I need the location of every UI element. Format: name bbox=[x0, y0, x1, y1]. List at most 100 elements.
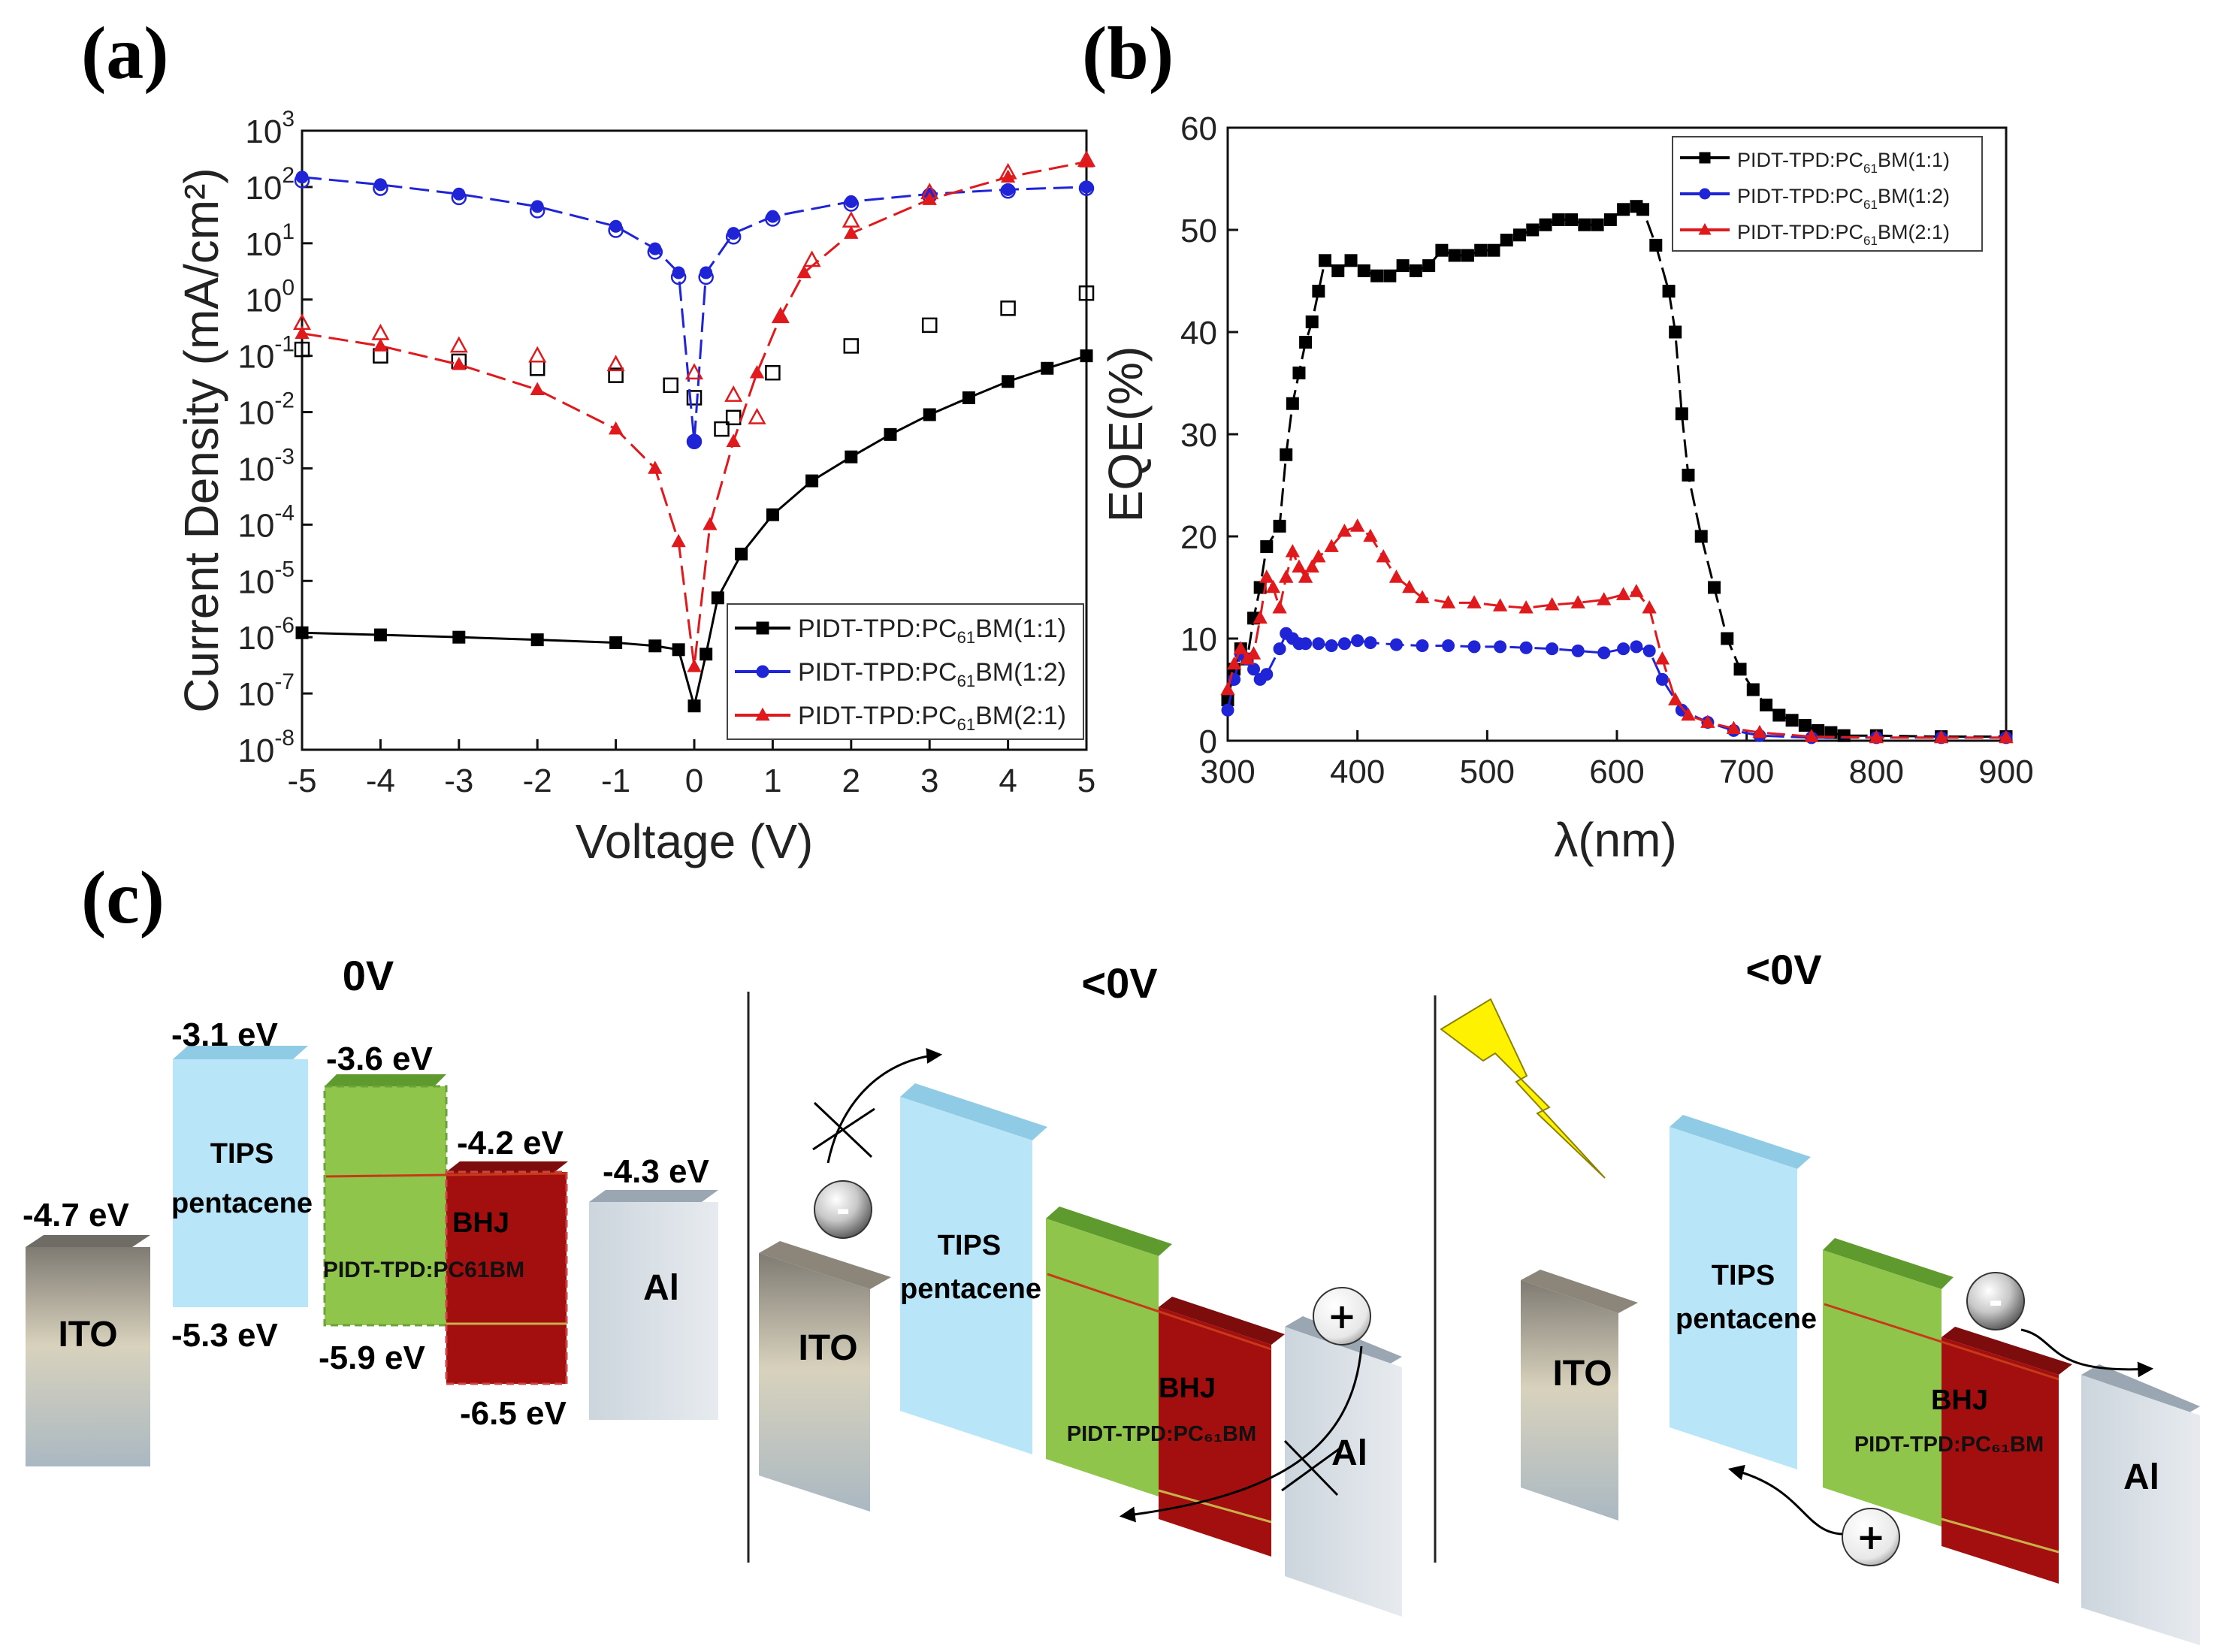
a-data-point bbox=[844, 225, 859, 239]
a-data-point bbox=[1000, 301, 1016, 316]
a-data-point bbox=[684, 363, 704, 380]
b-data-point bbox=[1221, 703, 1234, 717]
b-x-tick-label: 600 bbox=[1589, 754, 1644, 790]
pcbm3-block bbox=[1942, 1337, 2059, 1584]
a-data-point bbox=[845, 450, 858, 464]
b-data-point bbox=[1396, 259, 1410, 273]
bhj2-top bbox=[1046, 1207, 1172, 1256]
chart-a-y-ticks: 103 102 101 100 10-1 10-2 10-3 10-4 10-5 10-6 10-7… bbox=[237, 107, 313, 769]
b-data-point bbox=[1233, 641, 1248, 654]
b-data-point bbox=[1337, 523, 1352, 537]
a-data-point bbox=[842, 211, 860, 228]
b-data-point bbox=[1467, 640, 1481, 654]
al-top bbox=[589, 1190, 718, 1202]
a-data-point bbox=[686, 433, 703, 449]
b-data-point bbox=[1785, 714, 1799, 727]
b-data-point bbox=[1565, 213, 1579, 226]
al-work-function: -4.3 eV bbox=[603, 1153, 710, 1190]
b-data-point bbox=[1280, 448, 1293, 461]
b-data-point bbox=[1298, 569, 1313, 583]
b-data-point bbox=[1513, 228, 1526, 242]
b-data-point bbox=[1570, 595, 1585, 609]
a-legend-entry-2-label: PIDT-TPD:PC61BM(1:2) bbox=[798, 658, 1066, 690]
pcbm-lumo-line bbox=[325, 1172, 567, 1178]
b-data-point bbox=[1383, 269, 1397, 282]
b-data-point bbox=[1617, 203, 1630, 216]
a-legend-entry-2-marker bbox=[756, 665, 769, 678]
b-data-point bbox=[1798, 719, 1812, 732]
b-data-point bbox=[1474, 243, 1488, 257]
a-y-tick-label: 10-3 bbox=[237, 444, 295, 488]
a-data-point bbox=[700, 648, 713, 661]
b-series-line bbox=[1226, 205, 2006, 738]
a-data-point bbox=[295, 171, 309, 184]
a-data-point bbox=[648, 461, 663, 474]
b-y-tick-label: 20 bbox=[1180, 519, 1217, 556]
subpanel-0v: 0V ITO -4.7 eV TIPS pentacene -3.1 eV -5… bbox=[23, 952, 718, 1466]
a-data-point bbox=[765, 364, 781, 381]
a-data-point bbox=[608, 421, 624, 435]
pcbm2-top bbox=[1159, 1297, 1285, 1345]
a-legend-entry-3-label: PIDT-TPD:PC61BM(2:1) bbox=[798, 702, 1066, 734]
b-data-point bbox=[1265, 579, 1281, 593]
a-data-point bbox=[749, 364, 765, 379]
electron-injection-arrow bbox=[826, 1047, 943, 1164]
b-y-tick-label: 50 bbox=[1180, 213, 1217, 249]
a-data-point bbox=[294, 341, 310, 358]
b-data-point bbox=[1934, 729, 1949, 744]
homo3-line bbox=[1941, 1518, 2059, 1554]
panel-label-a: (a) bbox=[81, 11, 169, 95]
b-data-point bbox=[1869, 729, 1884, 744]
b-data-point bbox=[1344, 254, 1358, 267]
a-data-point bbox=[724, 385, 743, 402]
a-x-tick-label: 4 bbox=[999, 763, 1017, 799]
b-data-point bbox=[1260, 668, 1274, 681]
a-data-point bbox=[1079, 154, 1094, 168]
a-data-point bbox=[452, 187, 466, 201]
lumo2-line bbox=[1047, 1273, 1272, 1351]
chart-b-y-ticks: 0 10 20 30 40 50 60 bbox=[1180, 110, 1238, 760]
al-label: Al bbox=[643, 1268, 679, 1308]
b-data-point bbox=[1247, 663, 1261, 676]
tips2-top bbox=[900, 1083, 1047, 1140]
b-data-point bbox=[1654, 651, 1670, 665]
a-data-point bbox=[766, 508, 779, 521]
a-data-point bbox=[884, 427, 897, 441]
a-y-tick-label: 102 bbox=[245, 163, 295, 207]
b-data-point bbox=[1519, 641, 1533, 654]
b-data-point bbox=[1324, 539, 1339, 552]
b-data-point bbox=[1662, 285, 1676, 298]
hole-ball bbox=[1313, 1287, 1371, 1345]
b-data-point bbox=[1448, 249, 1461, 262]
b-data-point bbox=[1246, 646, 1262, 660]
a-data-point bbox=[530, 382, 545, 396]
panel-label-c: (c) bbox=[81, 856, 165, 939]
bhj-label: BHJ bbox=[452, 1207, 509, 1239]
blocked-cross-1b bbox=[812, 1107, 875, 1151]
b-x-tick-label: 500 bbox=[1460, 754, 1515, 790]
a-data-point bbox=[608, 222, 624, 238]
a-data-point bbox=[371, 323, 390, 340]
subpanel-2-title: <0V bbox=[1081, 959, 1157, 1007]
subpanel-reverse-dark: <0V ITO TIPS pentacene BHJ PIDT-TPD:PC₆₁… bbox=[759, 959, 1402, 1617]
al2-block bbox=[1285, 1327, 1402, 1617]
a-series-line bbox=[301, 355, 1087, 707]
b-data-point bbox=[1636, 203, 1650, 216]
bhj3-block bbox=[1823, 1250, 1942, 1527]
b-data-point bbox=[1357, 264, 1370, 277]
b-data-point bbox=[1617, 642, 1630, 656]
a-y-tick-label: 10-6 bbox=[237, 613, 295, 657]
a-data-point bbox=[663, 377, 678, 394]
a-data-point bbox=[294, 173, 310, 189]
b-data-point bbox=[1526, 223, 1540, 237]
b-y-tick-label: 10 bbox=[1180, 621, 1217, 658]
a-data-point bbox=[373, 338, 388, 352]
subpanel-reverse-light: <0V ITO TIPS pentacene BHJ PIDT-TPD:PC₆₁… bbox=[1440, 946, 2200, 1645]
chart-a-ylabel: Current Density (mA/cm²) bbox=[174, 168, 228, 712]
tips-label-line2: pentacene bbox=[171, 1188, 313, 1219]
b-data-point bbox=[1708, 581, 1721, 594]
a-data-point bbox=[451, 189, 467, 206]
tips2-label-line2: pentacene bbox=[900, 1273, 1041, 1305]
a-data-point bbox=[648, 639, 662, 653]
